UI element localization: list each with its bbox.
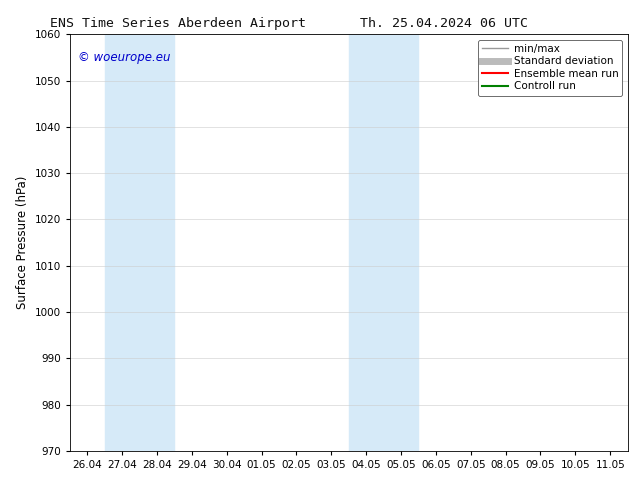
- Title: ENS Time Series Aberdeen Airport     Th. 25.04.2024 06 UTC: ENS Time Series Aberdeen Airport Th. 25.…: [0, 489, 1, 490]
- Text: Th. 25.04.2024 06 UTC: Th. 25.04.2024 06 UTC: [360, 17, 527, 30]
- Text: © woeurope.eu: © woeurope.eu: [78, 51, 171, 64]
- Text: ENS Time Series Aberdeen Airport: ENS Time Series Aberdeen Airport: [49, 17, 306, 30]
- Bar: [349, 34, 418, 451]
- Legend: min/max, Standard deviation, Ensemble mean run, Controll run: min/max, Standard deviation, Ensemble me…: [478, 40, 623, 96]
- Bar: [105, 34, 174, 451]
- Y-axis label: Surface Pressure (hPa): Surface Pressure (hPa): [16, 176, 29, 309]
